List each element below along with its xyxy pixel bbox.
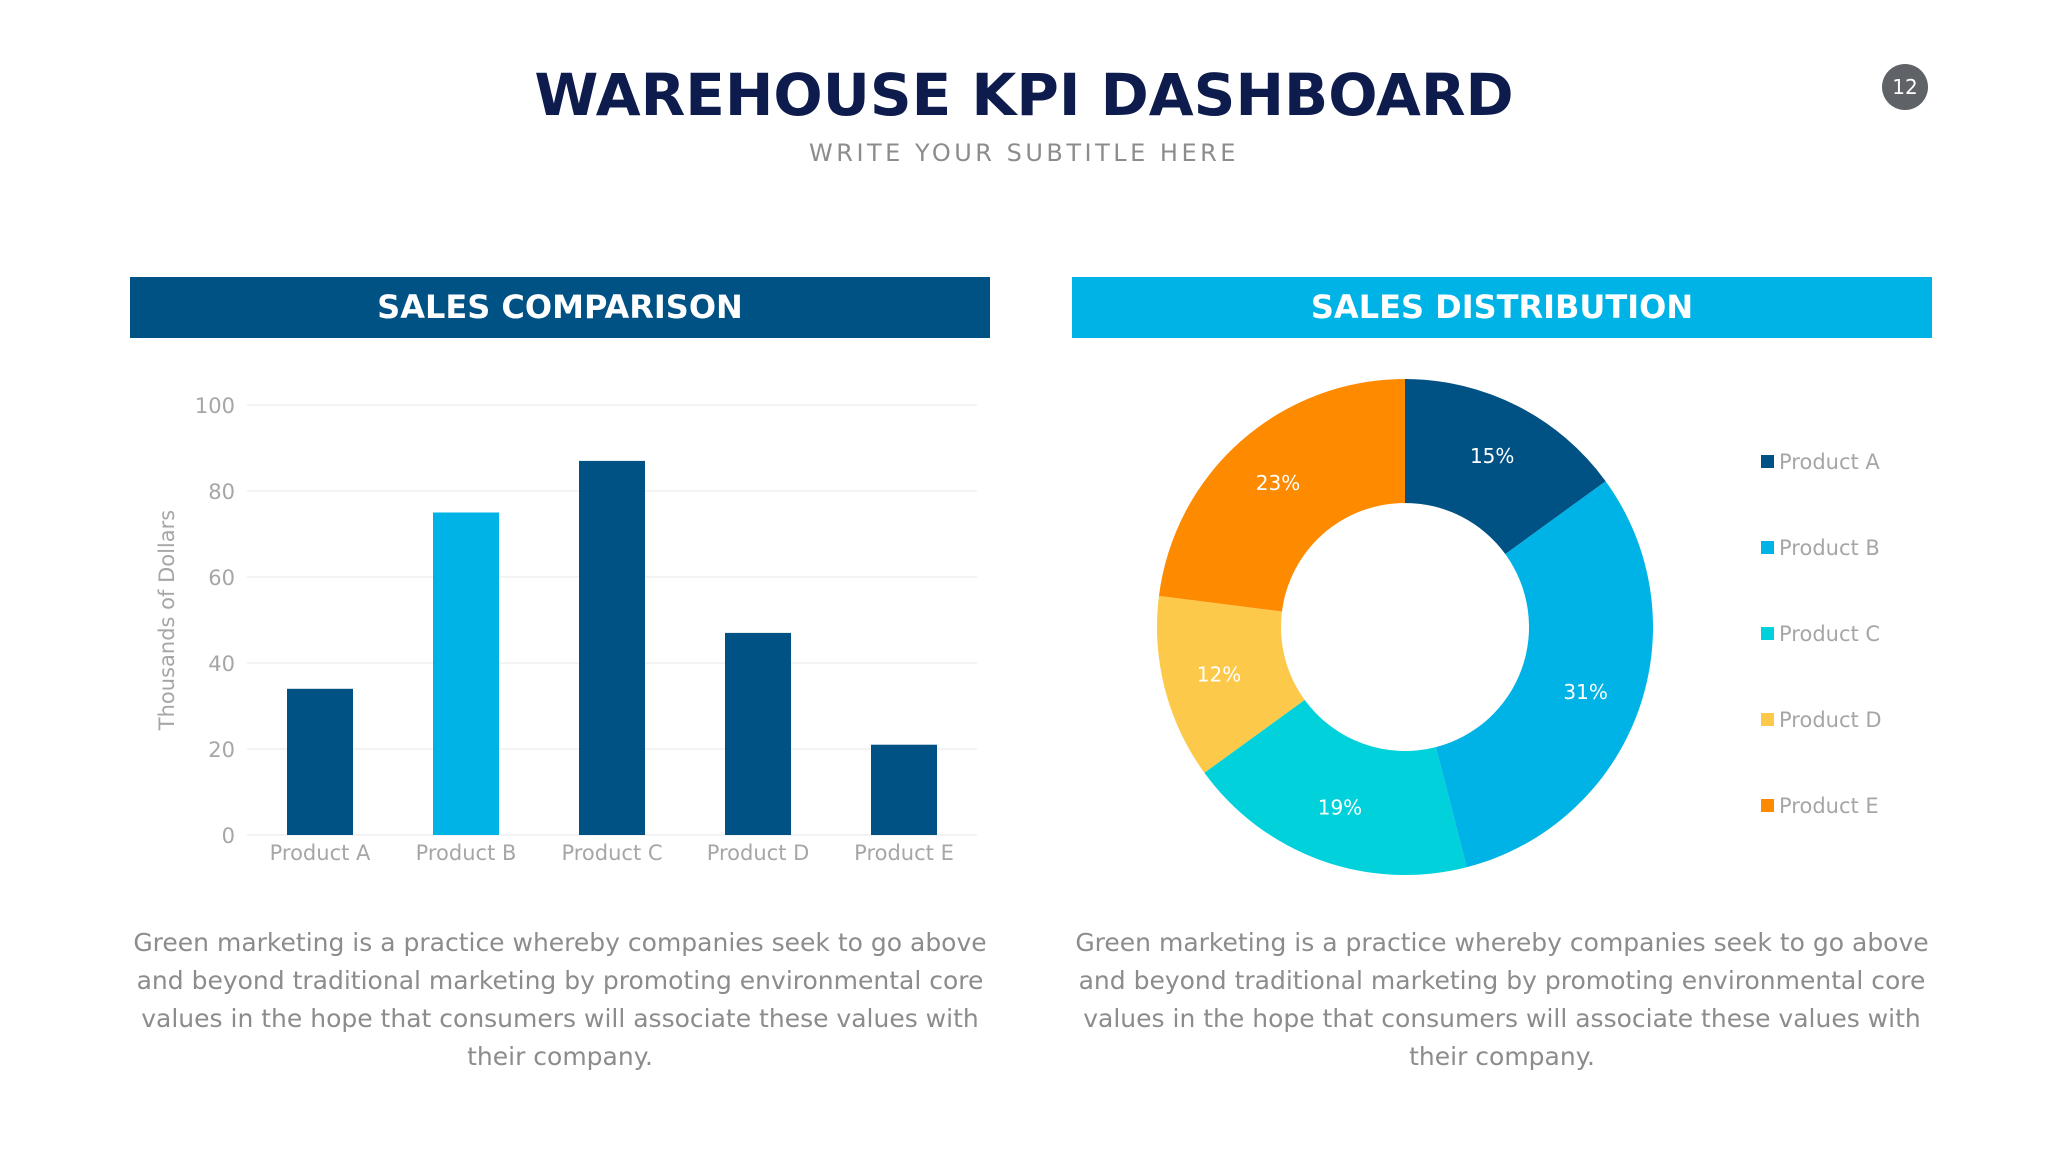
- x-tick-label: Product A: [270, 841, 371, 865]
- x-tick-label: Product D: [707, 841, 810, 865]
- slice-product-c: [1204, 699, 1467, 875]
- y-axis-label: Thousands of Dollars: [155, 510, 179, 731]
- slice-data-label: 12%: [1197, 663, 1241, 687]
- bar-product-d: [725, 632, 791, 835]
- slice-product-a: [1405, 379, 1606, 555]
- slice-product-b: [1435, 481, 1653, 868]
- x-tick-label: Product C: [561, 841, 662, 865]
- bar-product-a: [287, 688, 353, 835]
- sales-comparison-header: SALES COMPARISON: [130, 277, 990, 338]
- slice-data-label: 15%: [1470, 444, 1514, 468]
- legend-label: Product E: [1779, 794, 1879, 818]
- y-tick-label: 100: [195, 394, 235, 418]
- legend-swatch: [1761, 627, 1774, 640]
- legend-swatch: [1761, 799, 1774, 812]
- y-tick-label: 40: [208, 652, 235, 676]
- legend-label: Product B: [1779, 536, 1880, 560]
- bar-product-c: [579, 460, 645, 835]
- y-tick-label: 0: [222, 824, 235, 848]
- slice-data-label: 31%: [1563, 680, 1607, 704]
- slice-data-label: 19%: [1318, 796, 1362, 820]
- sales-comparison-bar-chart: 0 20 40 60 80 100 Thousands of Dollars Product …: [155, 394, 977, 865]
- x-tick-label: Product E: [854, 841, 954, 865]
- slice-product-d: [1157, 595, 1305, 773]
- legend-swatch: [1761, 713, 1774, 726]
- legend-label: Product A: [1779, 450, 1880, 474]
- legend-swatch: [1761, 455, 1774, 468]
- slice-product-e: [1158, 379, 1405, 612]
- y-tick-label: 20: [208, 738, 235, 762]
- sales-distribution-header: SALES DISTRIBUTION: [1072, 277, 1932, 338]
- slice-data-label: 23%: [1256, 471, 1300, 495]
- page-title: WAREHOUSE KPI DASHBOARD: [534, 61, 1514, 129]
- sales-distribution-donut-chart: 15% 31% 19% 12% 23% Product A Product B Product…: [1157, 379, 1882, 875]
- sales-comparison-description: Green marketing is a practice whereby co…: [133, 928, 987, 1071]
- page-number-badge: 12: [1882, 64, 1928, 110]
- bar-product-e: [871, 744, 937, 835]
- legend-label: Product D: [1779, 708, 1882, 732]
- y-tick-label: 80: [208, 480, 235, 504]
- x-tick-label: Product B: [416, 841, 517, 865]
- bar-product-b: [433, 512, 499, 835]
- sales-distribution-description: Green marketing is a practice whereby co…: [1075, 928, 1929, 1071]
- legend-label: Product C: [1779, 622, 1880, 646]
- y-tick-label: 60: [208, 566, 235, 590]
- legend-swatch: [1761, 541, 1774, 554]
- page-subtitle: WRITE YOUR SUBTITLE HERE: [809, 139, 1239, 167]
